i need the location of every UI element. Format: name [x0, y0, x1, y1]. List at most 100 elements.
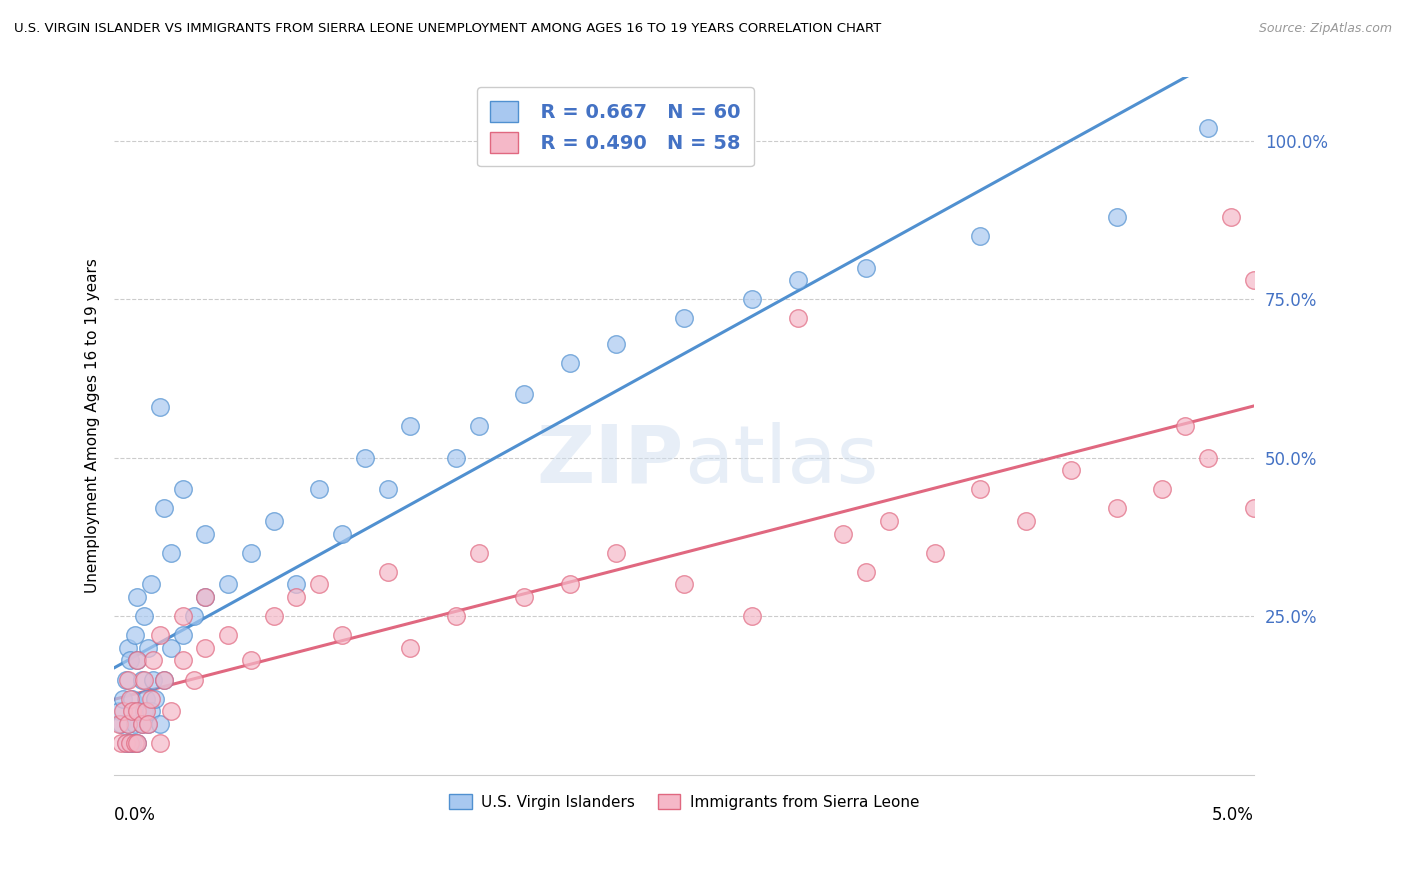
Point: [183, 673, 205, 687]
Point: [605, 546, 627, 560]
Point: [672, 577, 695, 591]
Point: [117, 640, 139, 655]
Point: [605, 336, 627, 351]
Point: [1197, 450, 1219, 465]
Point: [1243, 273, 1265, 287]
Point: [285, 577, 308, 591]
Point: [160, 704, 183, 718]
Point: [969, 483, 991, 497]
Text: 0.0%: 0.0%: [114, 806, 156, 824]
Point: [125, 736, 148, 750]
Point: [1152, 483, 1174, 497]
Point: [263, 609, 285, 624]
Point: [377, 483, 399, 497]
Point: [239, 653, 262, 667]
Point: [125, 736, 148, 750]
Text: U.S. VIRGIN ISLANDER VS IMMIGRANTS FROM SIERRA LEONE UNEMPLOYMENT AMONG AGES 16 : U.S. VIRGIN ISLANDER VS IMMIGRANTS FROM …: [14, 22, 882, 36]
Point: [142, 653, 165, 667]
Point: [1015, 514, 1038, 528]
Point: [121, 736, 143, 750]
Point: [1105, 501, 1128, 516]
Point: [1219, 210, 1241, 224]
Point: [1060, 463, 1083, 477]
Legend: U.S. Virgin Islanders, Immigrants from Sierra Leone: U.S. Virgin Islanders, Immigrants from S…: [443, 788, 925, 815]
Point: [399, 419, 422, 434]
Point: [125, 590, 148, 604]
Point: [194, 590, 217, 604]
Point: [513, 387, 536, 401]
Point: [855, 565, 877, 579]
Point: [160, 546, 183, 560]
Point: [139, 704, 162, 718]
Point: [877, 514, 900, 528]
Point: [110, 736, 132, 750]
Point: [132, 609, 155, 624]
Point: [786, 273, 808, 287]
Point: [132, 704, 155, 718]
Point: [120, 653, 142, 667]
Point: [117, 717, 139, 731]
Point: [149, 628, 172, 642]
Point: [172, 653, 194, 667]
Point: [399, 640, 422, 655]
Point: [444, 609, 467, 624]
Y-axis label: Unemployment Among Ages 16 to 19 years: Unemployment Among Ages 16 to 19 years: [86, 259, 100, 593]
Point: [131, 717, 153, 731]
Point: [138, 717, 160, 731]
Point: [354, 450, 377, 465]
Point: [121, 704, 143, 718]
Point: [131, 673, 153, 687]
Text: ZIP: ZIP: [537, 422, 683, 500]
Point: [194, 590, 217, 604]
Point: [124, 717, 146, 731]
Point: [121, 691, 143, 706]
Point: [153, 673, 176, 687]
Point: [1174, 419, 1197, 434]
Point: [135, 691, 157, 706]
Point: [183, 609, 205, 624]
Point: [124, 628, 146, 642]
Point: [125, 653, 148, 667]
Point: [558, 577, 581, 591]
Point: [132, 673, 155, 687]
Point: [444, 450, 467, 465]
Point: [139, 691, 162, 706]
Point: [107, 704, 129, 718]
Text: 5.0%: 5.0%: [1212, 806, 1254, 824]
Point: [513, 590, 536, 604]
Point: [285, 590, 308, 604]
Point: [138, 717, 160, 731]
Point: [120, 736, 142, 750]
Point: [468, 419, 491, 434]
Point: [114, 736, 136, 750]
Point: [217, 577, 239, 591]
Point: [112, 704, 135, 718]
Point: [149, 736, 172, 750]
Point: [194, 526, 217, 541]
Point: [330, 628, 353, 642]
Point: [107, 717, 129, 731]
Point: [120, 691, 142, 706]
Point: [153, 673, 176, 687]
Point: [112, 691, 135, 706]
Point: [308, 483, 330, 497]
Point: [138, 640, 160, 655]
Point: [153, 501, 176, 516]
Point: [172, 628, 194, 642]
Point: [558, 356, 581, 370]
Point: [786, 311, 808, 326]
Point: [125, 653, 148, 667]
Point: [1243, 501, 1265, 516]
Point: [114, 673, 136, 687]
Point: [117, 717, 139, 731]
Point: [217, 628, 239, 642]
Point: [263, 514, 285, 528]
Point: [160, 640, 183, 655]
Point: [131, 717, 153, 731]
Point: [143, 691, 166, 706]
Point: [149, 400, 172, 414]
Point: [741, 609, 763, 624]
Point: [194, 640, 217, 655]
Point: [969, 228, 991, 243]
Point: [114, 736, 136, 750]
